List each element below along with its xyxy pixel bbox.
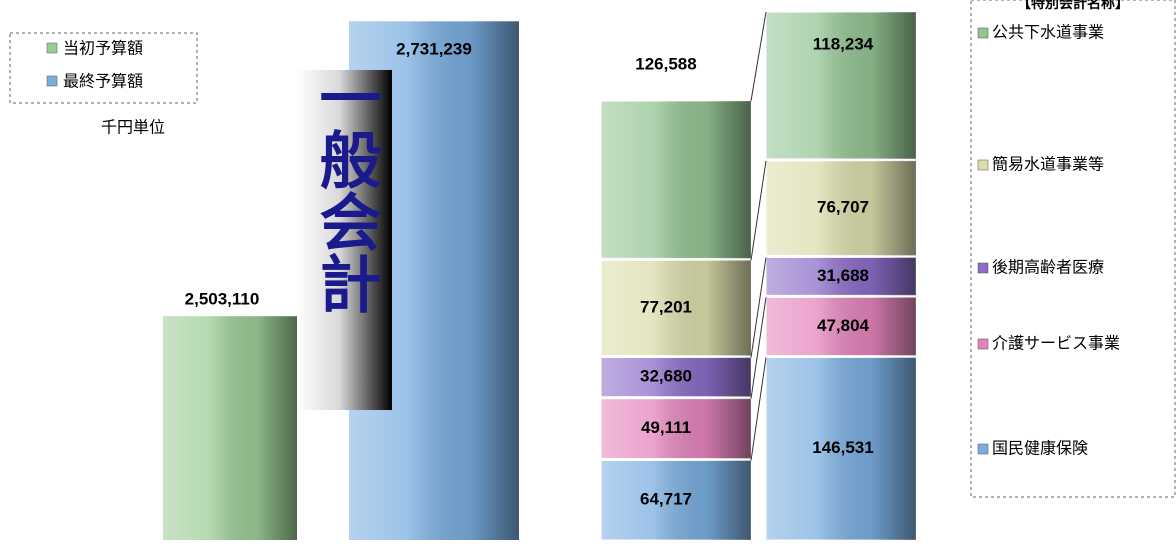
data-label: 146,531 [812,438,873,457]
legend-swatch [977,159,989,171]
legend-swatch [977,443,989,455]
legend-box [970,0,1176,498]
legend-swatch [977,262,989,274]
bar-shade [766,12,916,159]
bar-shade [601,260,751,356]
legend-label: 簡易水道事業等 [992,155,1104,174]
data-label: 31,688 [817,266,869,285]
connector [750,160,767,261]
data-label: 77,201 [640,297,692,316]
legend-label: 当初予算額 [63,39,143,58]
data-label: 32,680 [640,367,692,386]
data-label: 49,111 [641,418,691,437]
chart-title: 一般会計 [309,66,382,314]
legend-swatch [977,27,989,39]
legend-swatch [46,42,58,54]
legend-label: 介護サービス事業 [992,334,1120,353]
legend-label: 後期高齢者医療 [992,258,1104,277]
data-label: 118,234 [813,35,874,54]
bar-shade [163,316,297,540]
data-label: 64,717 [640,490,692,509]
bar-shade [601,357,751,397]
legend-swatch [977,338,989,350]
legend-box [9,32,198,104]
legend-label: 最終予算額 [63,72,143,91]
connector [750,357,767,461]
data-label: 2,503,110 [185,289,260,308]
bar-shade [601,101,751,259]
data-label: 47,804 [817,316,870,335]
legend-label: 国民健康保険 [992,439,1088,458]
bar-shade [601,460,751,540]
connector [750,297,767,399]
data-label: 2,731,239 [396,39,472,58]
bar-shade [766,257,916,296]
title-banner [297,70,392,410]
legend-label: 公共下水道事業 [992,23,1104,42]
unit-label: 千円単位 [101,118,165,137]
legend-swatch [46,75,58,87]
legend-title: 【特別会計名称】 [1017,0,1129,12]
bar-shade [766,297,916,356]
data-label: 76,707 [817,198,869,217]
connector [750,257,767,358]
connector [750,11,767,102]
bar-shade [766,160,916,256]
bar-shade [601,398,751,459]
bar-shade [766,357,916,540]
data-label: 126,588 [635,54,696,73]
